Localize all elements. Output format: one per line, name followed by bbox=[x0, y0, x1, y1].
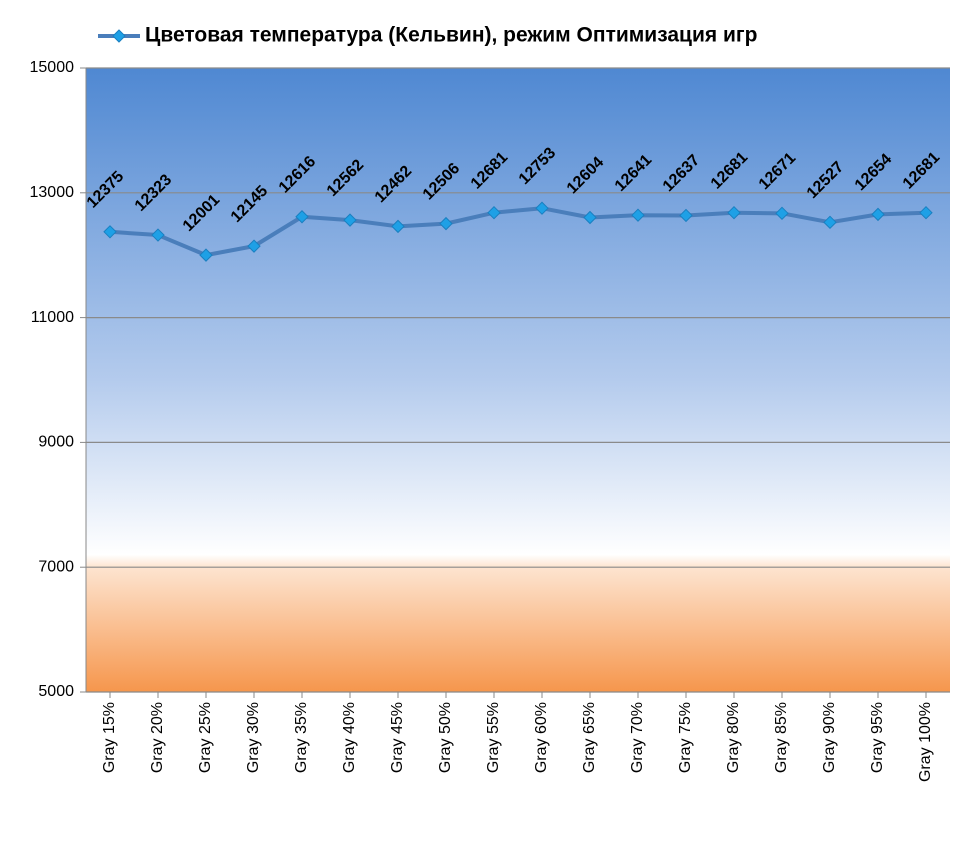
legend-label: Цветовая температура (Кельвин), режим Оп… bbox=[145, 24, 757, 47]
x-tick-label: Gray 15% bbox=[101, 702, 118, 773]
x-tick-label: Gray 80% bbox=[725, 702, 742, 773]
x-tick-label: Gray 30% bbox=[245, 702, 262, 773]
x-tick-label: Gray 90% bbox=[821, 702, 838, 773]
plot-area bbox=[86, 68, 950, 692]
marker bbox=[775, 206, 789, 221]
marker bbox=[919, 205, 933, 220]
marker bbox=[247, 239, 261, 253]
x-tick-label: Gray 45% bbox=[389, 702, 406, 773]
legend-marker bbox=[112, 29, 126, 43]
x-tick-label: Gray 100% bbox=[917, 702, 934, 782]
y-tick-label: 5000 bbox=[38, 683, 74, 700]
x-tick-label: Gray 25% bbox=[197, 702, 214, 773]
x-tick-label: Gray 35% bbox=[293, 702, 310, 773]
x-tick-label: Gray 70% bbox=[629, 702, 646, 773]
marker bbox=[151, 228, 165, 242]
marker bbox=[679, 208, 693, 223]
y-tick-label: 15000 bbox=[30, 59, 75, 76]
marker bbox=[535, 201, 549, 215]
marker bbox=[439, 216, 453, 231]
y-tick-label: 9000 bbox=[38, 434, 74, 451]
marker bbox=[583, 210, 597, 225]
marker bbox=[727, 205, 741, 220]
x-tick-label: Gray 65% bbox=[581, 702, 598, 773]
marker bbox=[631, 208, 645, 222]
x-tick-label: Gray 40% bbox=[341, 702, 358, 773]
x-tick-label: Gray 85% bbox=[773, 702, 790, 773]
marker bbox=[391, 219, 405, 234]
x-tick-label: Gray 50% bbox=[437, 702, 454, 773]
marker bbox=[295, 210, 309, 224]
marker bbox=[343, 213, 357, 227]
y-tick-label: 11000 bbox=[31, 309, 74, 326]
x-tick-label: Gray 55% bbox=[485, 702, 502, 773]
marker bbox=[103, 225, 117, 239]
x-tick-label: Gray 75% bbox=[677, 702, 694, 773]
x-tick-label: Gray 60% bbox=[533, 702, 550, 773]
y-tick-label: 7000 bbox=[38, 558, 74, 575]
marker bbox=[199, 248, 213, 262]
marker bbox=[823, 215, 837, 230]
x-tick-label: Gray 20% bbox=[149, 702, 166, 773]
x-tick-label: Gray 95% bbox=[869, 702, 886, 773]
series-line bbox=[109, 206, 927, 258]
marker bbox=[871, 207, 885, 222]
marker bbox=[487, 205, 501, 220]
y-tick-label: 13000 bbox=[30, 184, 75, 201]
